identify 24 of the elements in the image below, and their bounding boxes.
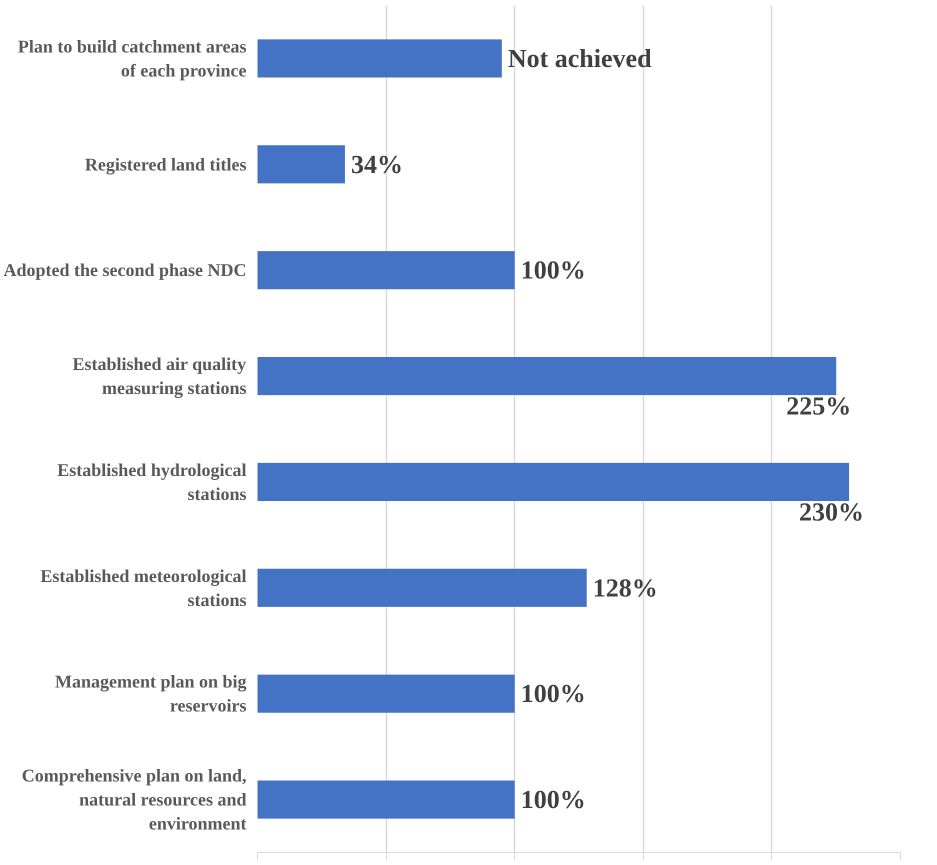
bar (258, 357, 836, 396)
bar (258, 462, 850, 501)
data-label: 100% (520, 785, 586, 814)
y-tick-label: Comprehensive plan on land, natural resources and environment (22, 766, 247, 834)
bar (258, 780, 515, 819)
bar (258, 145, 345, 184)
data-label: 128% (592, 573, 658, 602)
bar (258, 39, 502, 78)
y-tick-label: Established hydrological stations (57, 460, 247, 504)
data-label: 100% (520, 679, 586, 708)
data-label: 100% (520, 256, 586, 285)
bar (258, 251, 515, 290)
data-label: 230% (799, 497, 864, 526)
y-tick-label: Management plan on big reservoirs (54, 672, 247, 716)
data-label: 225% (786, 392, 852, 421)
y-tick-label: Adopted the second phase NDC (3, 260, 247, 280)
bar (258, 674, 515, 713)
bar (258, 568, 587, 607)
y-tick-label: Plan to build catchment areas of each province (18, 36, 247, 80)
y-tick-label: Established meteorological stations (40, 566, 247, 610)
data-label: 34% (350, 150, 403, 179)
y-tick-label: Registered land titles (84, 154, 247, 174)
data-label: Not achieved (508, 44, 652, 73)
y-tick-label: Established air quality measuring stations (72, 354, 247, 398)
